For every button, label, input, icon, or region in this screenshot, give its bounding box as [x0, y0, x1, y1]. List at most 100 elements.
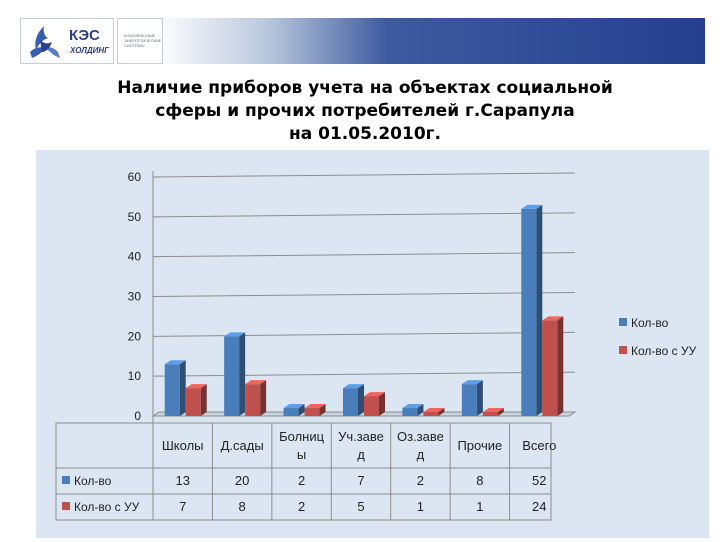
partner-logo: КОМПЛЕКСНЫЕ ЭНЕРГЕТИЧЕСКИЕ СИСТЕМЫ	[117, 18, 163, 64]
bar-side	[557, 316, 564, 416]
gridline	[152, 212, 576, 218]
bar-side	[358, 384, 364, 416]
bar	[343, 388, 358, 416]
bar-top	[164, 360, 186, 365]
cell-value: 24	[532, 499, 546, 514]
bar	[364, 396, 379, 416]
bar-top	[423, 408, 445, 413]
cell-value: 52	[532, 473, 546, 488]
company-logo: КЭС ХОЛДИНГ	[20, 18, 114, 64]
y-tick-label: 0	[134, 409, 141, 423]
bar-chart: 0 10 20 30 40 50 60 Кол-во Кол-во с УУ Школы Д.сад…	[55, 170, 697, 521]
y-tick-label: 40	[128, 250, 142, 264]
bar-top	[364, 392, 385, 397]
bar-side	[200, 384, 207, 416]
cell-value: 2	[298, 473, 305, 488]
table-legend-key	[62, 476, 70, 484]
gridline	[152, 331, 576, 337]
legend-label: Кол-во с УУ	[631, 344, 697, 358]
title-line: сферы и прочих потребителей г.Сарапула	[155, 101, 575, 121]
bar	[542, 320, 558, 416]
bar	[423, 412, 439, 416]
cell-value: 2	[298, 499, 305, 514]
category-label: ы	[297, 447, 306, 462]
category-label: Уч.заве	[338, 429, 384, 444]
bar-top	[521, 204, 543, 209]
category-label: Оз.заве	[397, 429, 444, 444]
category-label: д	[357, 447, 365, 462]
logo-subtitle: ХОЛДИНГ	[70, 46, 110, 55]
title-line: Наличие приборов учета на объектах социа…	[117, 78, 613, 98]
cell-value: 1	[417, 499, 424, 514]
category-label: Д.сады	[221, 438, 264, 453]
y-tick-label: 10	[128, 369, 142, 383]
cell-value: 7	[179, 499, 186, 514]
row-label: Кол-во с УУ	[74, 500, 140, 514]
bar-side	[239, 332, 246, 416]
gridline	[152, 292, 576, 297]
data-table: Школы Д.сады Болниц ы Уч.заве д Оз.заве д Прочие…	[55, 422, 556, 521]
cell-value: 2	[417, 473, 424, 488]
bar	[304, 408, 320, 416]
bar	[283, 408, 299, 416]
bar-top	[283, 404, 305, 409]
table-frame	[55, 422, 552, 521]
bar-top	[304, 404, 326, 409]
bar-side	[438, 408, 445, 416]
bar	[402, 408, 418, 416]
cell-value: 7	[357, 473, 364, 488]
bar	[482, 412, 498, 416]
cell-value: 13	[175, 473, 189, 488]
y-tick-label: 30	[128, 290, 142, 304]
cell-value: 5	[357, 499, 364, 514]
legend-swatch	[619, 318, 627, 326]
bar-side	[476, 380, 483, 416]
bar-side	[298, 404, 305, 416]
bar-top	[402, 404, 424, 409]
table-corner	[57, 424, 152, 467]
chart-panel: 0 10 20 30 40 50 60 Кол-во Кол-во с УУ Школы Д.сад…	[36, 150, 709, 538]
bar-side	[179, 360, 186, 416]
category-label: Всего	[522, 438, 556, 453]
category-label: Прочие	[457, 438, 502, 453]
slide-title: Наличие приборов учета на объектах социа…	[20, 77, 710, 146]
cell-value: 20	[235, 473, 249, 488]
gridline	[152, 252, 576, 258]
bar-top	[461, 380, 483, 385]
category-label: Болниц	[279, 429, 325, 444]
bar-side	[319, 404, 326, 416]
cell-value: 1	[476, 499, 483, 514]
bar-side	[379, 392, 385, 416]
bar-top	[482, 408, 504, 413]
cell-value: 8	[476, 473, 483, 488]
logo-name: КЭС	[69, 27, 100, 44]
bar	[461, 384, 477, 416]
bar-side	[260, 380, 267, 416]
bar-top	[542, 316, 564, 321]
category-label: д	[417, 447, 425, 462]
y-tick-label: 20	[128, 329, 142, 343]
bar	[224, 336, 240, 416]
gridline	[152, 371, 576, 377]
legend-swatch	[619, 346, 627, 354]
bar	[164, 364, 180, 416]
bar	[521, 208, 537, 416]
gridline	[152, 172, 576, 178]
logo-emblem-icon	[30, 26, 60, 58]
bar	[245, 384, 261, 416]
row-label: Кол-во	[74, 474, 112, 488]
y-tick-label: 60	[128, 170, 142, 184]
bar-side	[497, 408, 504, 416]
bar-top	[245, 380, 267, 385]
title-line: на 01.05.2010г.	[288, 124, 442, 144]
bar-side	[536, 204, 543, 416]
table-legend-key	[62, 502, 70, 510]
bar-top	[224, 332, 246, 337]
legend-label: Кол-во	[631, 316, 669, 330]
category-label: Школы	[162, 438, 204, 453]
partner-text: КОМПЛЕКСНЫЕ ЭНЕРГЕТИЧЕСКИЕ СИСТЕМЫ	[124, 33, 162, 48]
bar	[185, 388, 201, 416]
bar-top	[185, 384, 207, 389]
bar-top	[343, 384, 364, 389]
bar-side	[417, 404, 424, 416]
